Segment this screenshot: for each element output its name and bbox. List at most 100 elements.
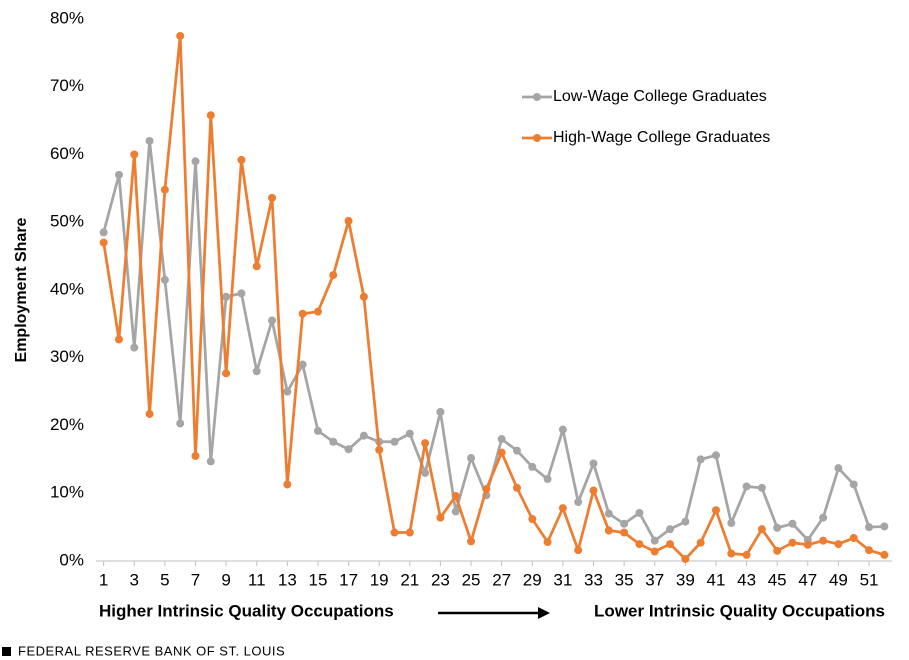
data-point	[574, 498, 583, 507]
data-point	[589, 486, 598, 495]
x-tick-label: 39	[676, 570, 695, 589]
data-point	[834, 464, 843, 473]
data-point	[222, 369, 231, 378]
x-tick-label: 45	[768, 570, 787, 589]
data-point	[727, 519, 736, 528]
data-point	[313, 307, 322, 316]
data-point	[512, 483, 521, 492]
data-point	[620, 519, 629, 528]
data-point	[436, 407, 445, 416]
x-tick-label: 29	[523, 570, 542, 589]
data-point	[130, 343, 139, 352]
data-point	[528, 514, 537, 523]
y-tick-label: 10%	[50, 483, 84, 502]
data-point	[237, 289, 246, 298]
data-point	[880, 522, 889, 531]
data-point	[819, 536, 828, 545]
x-tick-label: 17	[339, 570, 358, 589]
footer-square	[2, 647, 11, 656]
x-tick-label: 51	[860, 570, 879, 589]
data-point	[222, 292, 231, 301]
data-point	[635, 540, 644, 549]
data-point	[421, 468, 430, 477]
data-point	[99, 238, 108, 247]
data-point	[497, 448, 506, 457]
data-point	[176, 31, 185, 40]
data-point	[283, 387, 292, 396]
y-tick-label: 30%	[50, 347, 84, 366]
x-tick-label: 21	[400, 570, 419, 589]
data-point	[773, 546, 782, 555]
data-point	[696, 455, 705, 464]
x-tick-label: 23	[431, 570, 450, 589]
data-point	[405, 429, 414, 438]
data-point	[359, 431, 368, 440]
data-point	[390, 437, 399, 446]
x-tick-label: 43	[737, 570, 756, 589]
data-point	[176, 419, 185, 428]
data-point	[206, 111, 215, 120]
data-point	[451, 507, 460, 516]
x-tick-label: 7	[191, 570, 200, 589]
data-point	[696, 538, 705, 547]
data-point	[298, 309, 307, 318]
x-tick-label: 37	[645, 570, 664, 589]
data-point	[99, 228, 108, 237]
data-point	[114, 335, 123, 344]
data-point	[252, 262, 261, 271]
y-tick-label: 60%	[50, 144, 84, 163]
data-point	[130, 150, 139, 159]
data-point	[574, 546, 583, 555]
data-point	[421, 439, 430, 448]
data-point	[467, 537, 476, 546]
data-point	[191, 157, 200, 166]
x-tick-label: 25	[462, 570, 481, 589]
data-point	[344, 445, 353, 454]
data-point	[650, 536, 659, 545]
x-annotation-right: Lower Intrinsic Quality Occupations	[594, 601, 885, 620]
data-point	[329, 271, 338, 280]
x-tick-label: 35	[615, 570, 634, 589]
legend-marker	[533, 93, 541, 101]
x-tick-label: 27	[492, 570, 511, 589]
arrow-head	[538, 607, 550, 619]
data-point	[283, 480, 292, 489]
data-point	[865, 546, 874, 555]
data-point	[405, 528, 414, 537]
data-point	[268, 193, 277, 202]
data-point	[114, 170, 123, 179]
legend-label: High-Wage College Graduates	[553, 129, 770, 146]
data-point	[298, 360, 307, 369]
data-point	[206, 457, 215, 466]
x-tick-label: 31	[553, 570, 572, 589]
x-annotation-left: Higher Intrinsic Quality Occupations	[99, 601, 394, 620]
footer: FEDERAL RESERVE BANK OF ST. LOUIS	[18, 643, 285, 658]
data-point	[880, 550, 889, 559]
y-tick-label: 70%	[50, 76, 84, 95]
y-tick-label: 40%	[50, 279, 84, 298]
data-point	[620, 528, 629, 537]
x-tick-label: 41	[707, 570, 726, 589]
data-point	[742, 482, 751, 491]
data-point	[191, 451, 200, 460]
x-tick-label: 3	[130, 570, 139, 589]
data-point	[635, 508, 644, 517]
data-point	[711, 451, 720, 460]
data-point	[650, 547, 659, 556]
data-point	[451, 491, 460, 500]
data-point	[268, 316, 277, 325]
x-tick-label: 33	[584, 570, 603, 589]
data-point	[145, 409, 154, 418]
data-point	[344, 216, 353, 225]
data-point	[727, 549, 736, 558]
data-point	[849, 533, 858, 542]
y-tick-label: 20%	[50, 415, 84, 434]
data-point	[359, 292, 368, 301]
x-tick-label: 49	[829, 570, 848, 589]
data-point	[757, 483, 766, 492]
x-tick-label: 47	[798, 570, 817, 589]
data-point	[467, 454, 476, 463]
data-point	[865, 523, 874, 532]
